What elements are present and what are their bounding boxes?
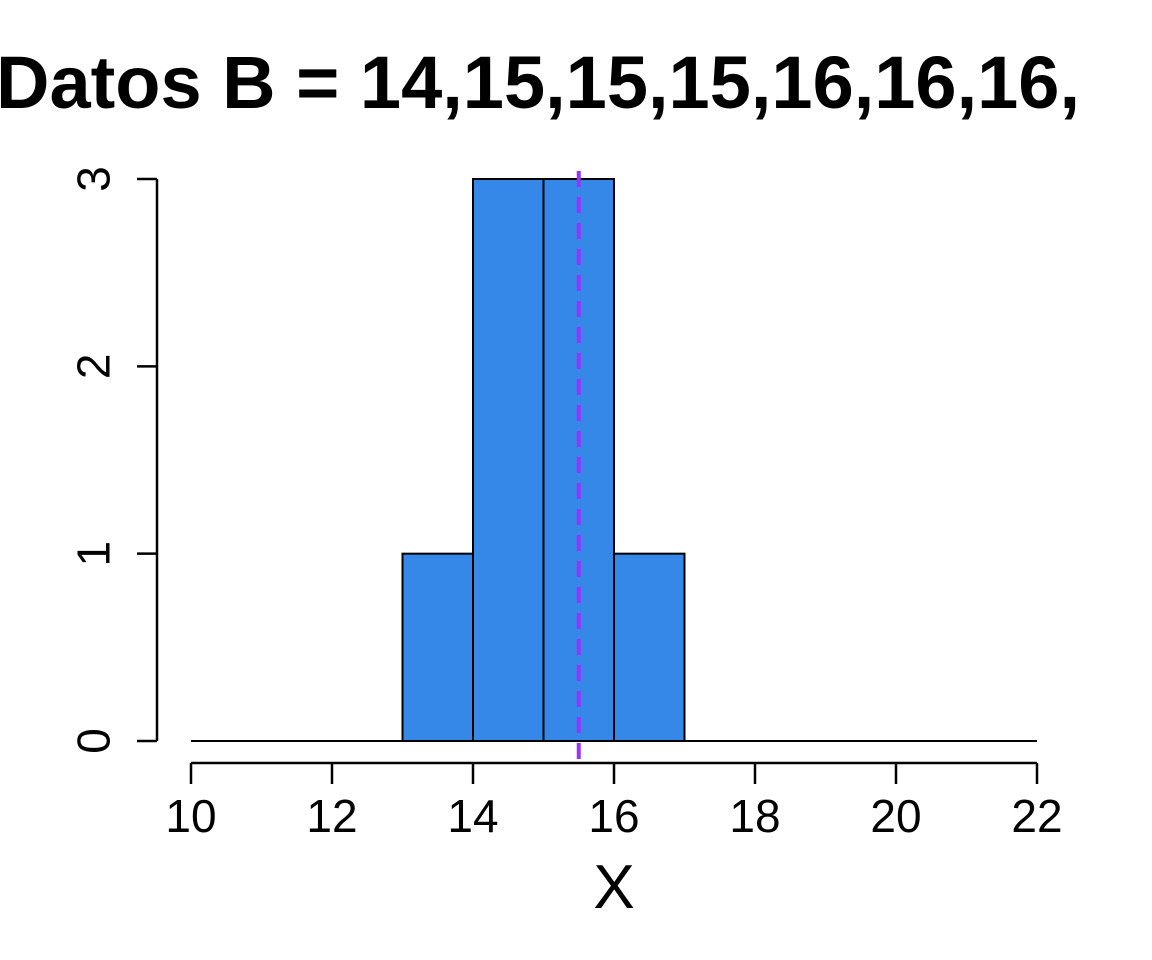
x-tick-label: 20 xyxy=(870,790,921,842)
y-tick-label: 2 xyxy=(68,354,120,380)
x-axis-label: X xyxy=(593,853,634,922)
x-tick-label: 18 xyxy=(729,790,780,842)
bars-group xyxy=(191,178,1037,743)
chart-title: Datos B = 14,15,15,15,16,16,16, xyxy=(0,41,1080,124)
x-axis: 10 12 14 16 18 20 22 xyxy=(165,761,1063,842)
y-tick-label: 3 xyxy=(68,166,120,192)
x-tick-label: 22 xyxy=(1011,790,1062,842)
y-axis: 0 1 2 3 xyxy=(68,166,159,754)
histogram-bar xyxy=(401,552,474,743)
y-tick-label: 0 xyxy=(68,728,120,754)
x-tick-label: 16 xyxy=(588,790,639,842)
x-tick-label: 14 xyxy=(447,790,498,842)
histogram-bar xyxy=(613,552,686,743)
y-tick-label: 1 xyxy=(68,541,120,567)
x-tick-label: 12 xyxy=(306,790,357,842)
histogram-bar xyxy=(472,178,545,742)
x-tick-label: 10 xyxy=(165,790,216,842)
